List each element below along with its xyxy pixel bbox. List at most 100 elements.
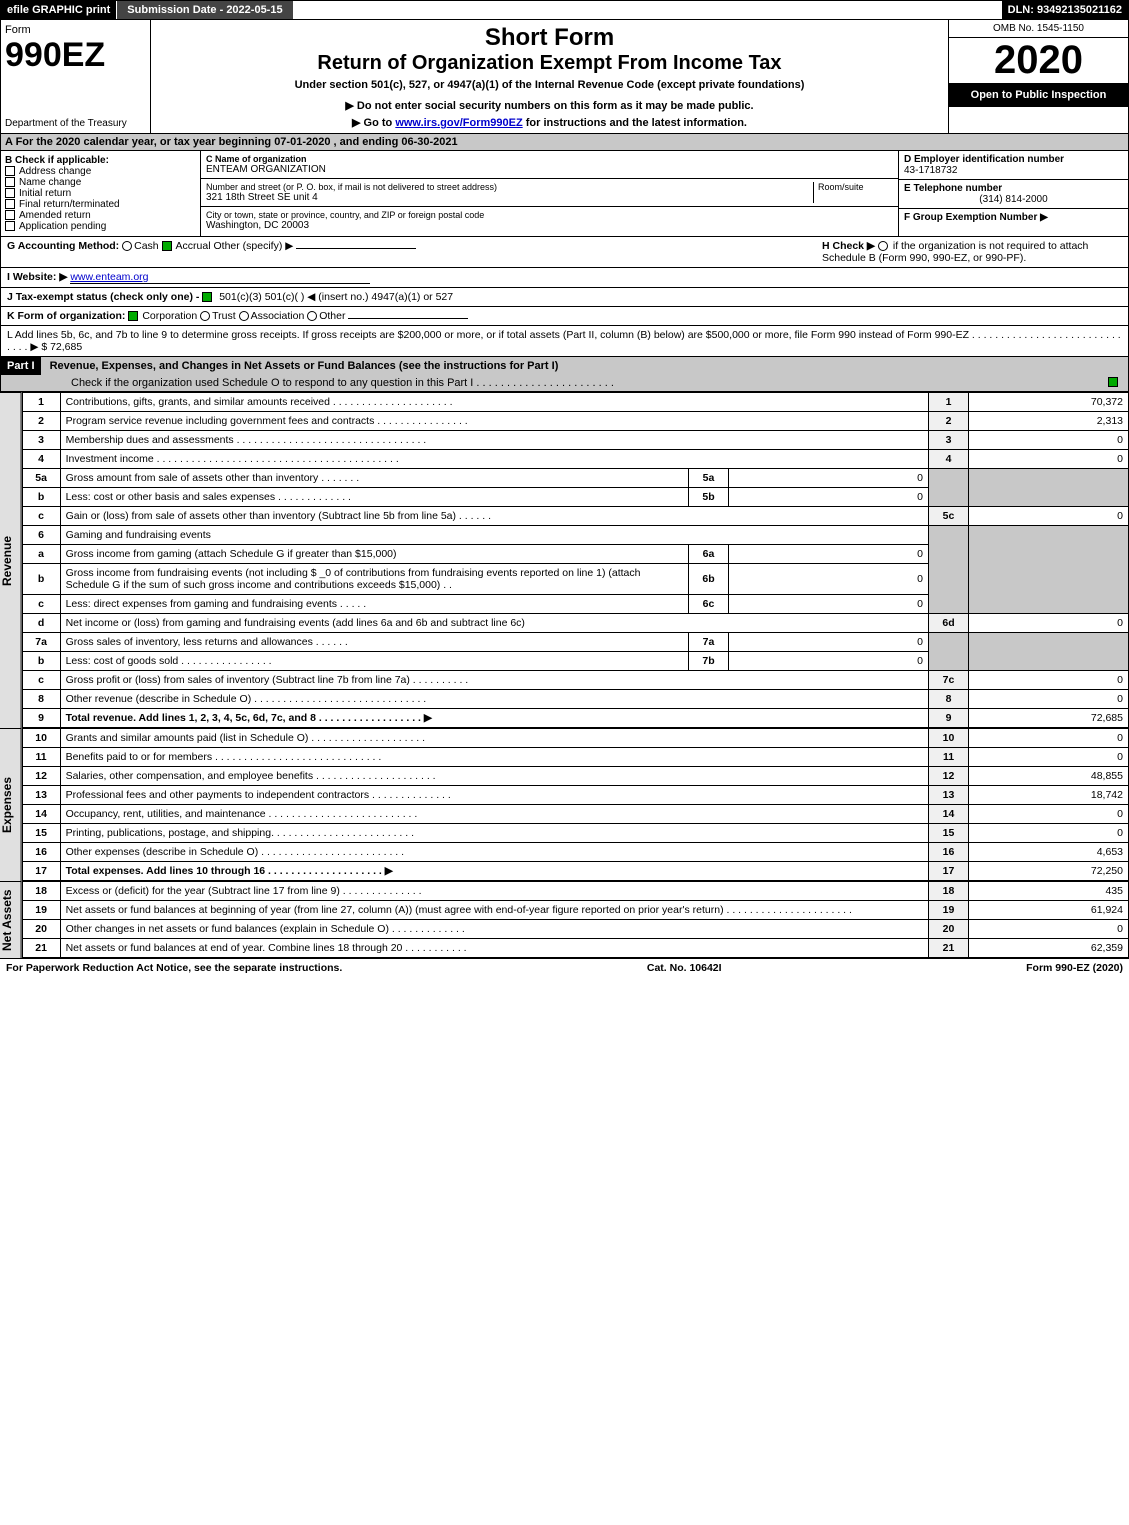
row-key: 8 [929,690,969,709]
checkbox-schedule-o[interactable] [1108,377,1118,387]
row-num: 19 [22,901,60,920]
row-key: 10 [929,729,969,748]
row-num: 7a [22,633,60,652]
radio-association[interactable] [239,311,249,321]
no-ssn-warning: ▶ Do not enter social security numbers o… [155,99,944,112]
telephone-value: (314) 814-2000 [904,194,1123,205]
short-form-title: Short Form [155,24,944,52]
row-desc: Net assets or fund balances at beginning… [60,901,928,920]
checkbox-accrual[interactable] [162,241,172,251]
table-row: 6Gaming and fundraising events [22,526,1128,545]
table-row: 14Occupancy, rent, utilities, and mainte… [22,805,1128,824]
website-link[interactable]: www.enteam.org [70,271,370,284]
row-val: 0 [969,824,1129,843]
row-subkey: 6c [689,595,729,614]
radio-cash[interactable] [122,241,132,251]
checkbox-name-change[interactable] [5,177,15,187]
radio-accrual-label: Accrual [176,240,211,252]
cb-label-1: Name change [19,177,81,188]
row-num: 21 [22,939,60,958]
form-label: Form [5,24,146,36]
radio-schedule-b[interactable] [878,241,888,251]
row-num: 10 [22,729,60,748]
table-row: 19Net assets or fund balances at beginni… [22,901,1128,920]
row-val: 0 [969,431,1129,450]
row-key: 11 [929,748,969,767]
checkbox-final-return[interactable] [5,199,15,209]
form-header: Form 990EZ Department of the Treasury Sh… [0,20,1129,134]
row-num: 5a [22,469,60,488]
org-info-block: B Check if applicable: Address change Na… [0,151,1129,237]
cb-label-2: Initial return [19,188,71,199]
row-key: 1 [929,393,969,412]
box-d-label: D Employer identification number [904,154,1123,165]
table-row: 2Program service revenue including gover… [22,412,1128,431]
row-subval: 0 [729,652,929,671]
other-org-line[interactable] [348,318,468,319]
department-label: Department of the Treasury [5,118,146,129]
dln-label: DLN: 93492135021162 [1002,1,1128,19]
row-val: 70,372 [969,393,1129,412]
other-specify-line[interactable] [296,248,416,249]
irs-link[interactable]: www.irs.gov/Form990EZ [395,117,522,129]
revenue-section: Revenue 1Contributions, gifts, grants, a… [0,392,1129,728]
header-center: Short Form Return of Organization Exempt… [151,20,948,133]
row-desc: Gaming and fundraising events [60,526,928,545]
gray-cell [929,469,969,507]
opt-corporation: Corporation [142,310,197,322]
row-subkey: 5a [689,469,729,488]
row-key: 20 [929,920,969,939]
table-row: 18Excess or (deficit) for the year (Subt… [22,882,1128,901]
row-val: 0 [969,671,1129,690]
omb-number: OMB No. 1545-1150 [949,20,1128,38]
revenue-table: 1Contributions, gifts, grants, and simil… [22,392,1129,728]
row-key: 18 [929,882,969,901]
part1-check-text: Check if the organization used Schedule … [71,377,1108,389]
part1-title: Revenue, Expenses, and Changes in Net As… [44,357,565,375]
submission-date-button[interactable]: Submission Date - 2022-05-15 [116,1,292,19]
row-desc: Total revenue. Add lines 1, 2, 3, 4, 5c,… [60,709,928,728]
row-num: a [22,545,60,564]
checkbox-501c3[interactable] [202,292,212,302]
row-val: 2,313 [969,412,1129,431]
org-address: 321 18th Street SE unit 4 [206,192,813,203]
checkbox-corporation[interactable] [128,311,138,321]
box-c: C Name of organization ENTEAM ORGANIZATI… [201,151,898,236]
row-subkey: 6b [689,564,729,595]
row-key: 3 [929,431,969,450]
top-bar: efile GRAPHIC print Submission Date - 20… [0,0,1129,20]
row-val: 0 [969,690,1129,709]
row-num: d [22,614,60,633]
table-row: 4Investment income . . . . . . . . . . .… [22,450,1128,469]
tax-period-row: A For the 2020 calendar year, or tax yea… [0,134,1129,151]
table-row: 11Benefits paid to or for members . . . … [22,748,1128,767]
row-num: 6 [22,526,60,545]
checkbox-application-pending[interactable] [5,221,15,231]
row-num: 12 [22,767,60,786]
row-key: 12 [929,767,969,786]
radio-other-org[interactable] [307,311,317,321]
table-row: 3Membership dues and assessments . . . .… [22,431,1128,450]
row-desc: Gross profit or (loss) from sales of inv… [60,671,928,690]
part1-header: Part I Revenue, Expenses, and Changes in… [0,357,1129,392]
cb-label-5: Application pending [19,221,106,232]
row-desc: Less: direct expenses from gaming and fu… [60,595,688,614]
checkbox-address-change[interactable] [5,166,15,176]
row-key: 15 [929,824,969,843]
row-desc: Gross income from fundraising events (no… [60,564,688,595]
checkbox-amended-return[interactable] [5,210,15,220]
expenses-table: 10Grants and similar amounts paid (list … [22,728,1129,881]
row-num: c [22,671,60,690]
tax-year: 2020 [949,38,1128,83]
expenses-sidebar: Expenses [0,728,22,881]
checkbox-initial-return[interactable] [5,188,15,198]
box-def: D Employer identification number 43-1718… [898,151,1128,236]
table-row: cGross profit or (loss) from sales of in… [22,671,1128,690]
row-val: 0 [969,614,1129,633]
radio-trust[interactable] [200,311,210,321]
expenses-section: Expenses 10Grants and similar amounts pa… [0,728,1129,881]
row-num: 11 [22,748,60,767]
row-desc: Contributions, gifts, grants, and simila… [60,393,928,412]
row-desc: Gross amount from sale of assets other t… [60,469,688,488]
row-desc: Other changes in net assets or fund bala… [60,920,928,939]
